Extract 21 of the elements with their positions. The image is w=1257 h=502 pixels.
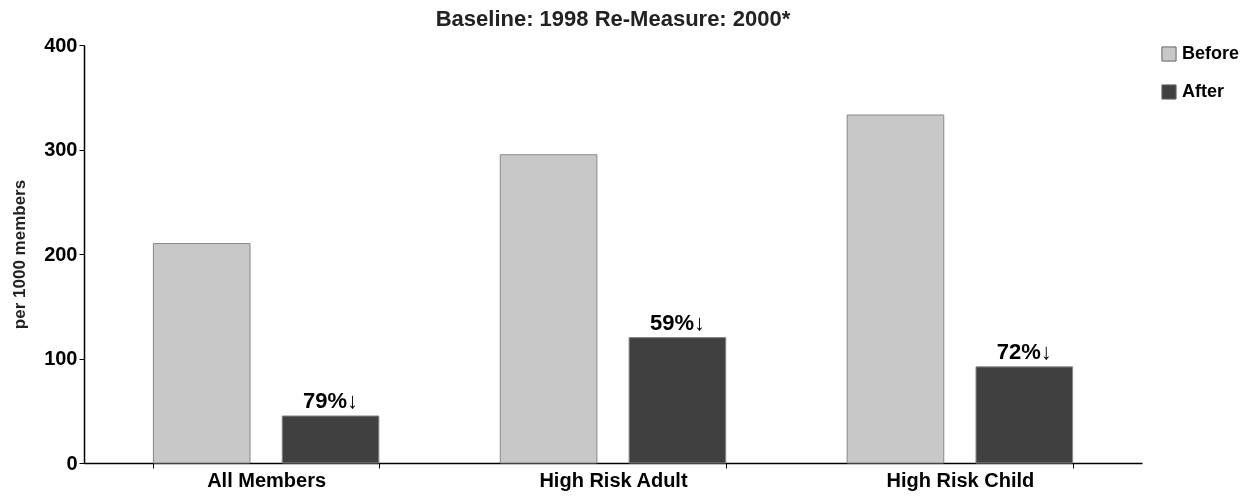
bar [975, 366, 1074, 464]
x-tick-label: High Risk Child [886, 468, 1035, 491]
x-tick-label: High Risk Adult [539, 468, 688, 491]
annotation: 79%↓ [303, 387, 359, 413]
y-tick-label: 200 [44, 242, 78, 265]
annotation: 72%↓ [996, 338, 1052, 364]
bar [281, 415, 380, 464]
bar [846, 114, 945, 464]
chart-title: Baseline: 1998 Re-Measure: 2000* [435, 6, 791, 31]
x-tick-label: All Members [207, 468, 327, 491]
bar [152, 243, 251, 464]
y-tick-label: 0 [66, 451, 78, 474]
bar [499, 154, 598, 464]
y-tick-label: 300 [44, 138, 78, 160]
y-tick-label: 100 [44, 347, 78, 369]
annotation: 59%↓ [649, 309, 705, 335]
y-tick-label: 400 [44, 33, 78, 56]
bar [628, 337, 727, 464]
y-axis-title: per 1000 members [10, 179, 30, 330]
legend-label: Before [1182, 43, 1240, 63]
legend-label: After [1182, 81, 1225, 101]
